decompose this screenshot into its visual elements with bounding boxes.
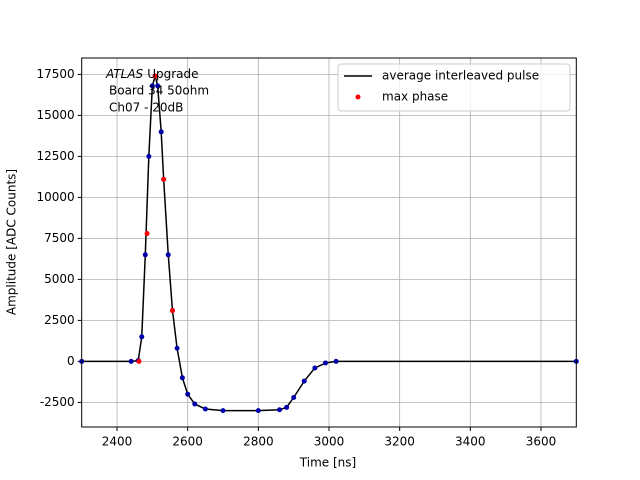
pulse-sample (146, 153, 152, 159)
pulse-sample (220, 408, 226, 414)
pulse-sample (158, 129, 164, 135)
y-axis-label: Amplitude [ADC Counts] (5, 169, 19, 315)
x-tick-label: 3000 (314, 435, 345, 449)
max-phase-point (152, 73, 158, 79)
y-tick-label: 10000 (37, 190, 75, 204)
legend-label: max phase (382, 90, 448, 104)
legend-box (337, 63, 571, 112)
annotation-italic: ATLAS (105, 67, 144, 81)
pulse-sample (165, 252, 171, 258)
y-tick-label: 5000 (44, 272, 75, 286)
max-phase-point (136, 358, 142, 364)
y-tick-label: 2500 (44, 313, 75, 327)
x-tick-label: 2400 (102, 435, 133, 449)
y-tick-label: -2500 (40, 395, 75, 409)
pulse-sample (291, 394, 297, 400)
x-tick-label: 2600 (172, 435, 203, 449)
legend-marker (355, 94, 361, 100)
max-phase-point (161, 176, 167, 182)
pulse-sample (185, 391, 191, 397)
x-tick-label: 2800 (243, 435, 274, 449)
pulse-sample (128, 358, 134, 364)
annotation: ATLAS Upgrade (105, 67, 199, 81)
y-tick-label: 15000 (37, 108, 75, 122)
pulse-line (81, 73, 577, 412)
y-tick-label: 7500 (44, 231, 75, 245)
pulse-sample (333, 358, 339, 364)
pulse-sample (322, 360, 328, 366)
pulse-sample (155, 83, 161, 89)
y-tick-label: 12500 (37, 149, 75, 163)
pulse-sample (301, 378, 307, 384)
pulse-sample (142, 252, 148, 258)
annotation-line: Board 34 50ohm (109, 84, 209, 98)
max-phase-point (144, 230, 150, 236)
max-phase-point (169, 308, 175, 314)
legend-label: average interleaved pulse (382, 69, 539, 83)
pulse-sample (174, 345, 180, 351)
y-tick-label: 17500 (37, 67, 75, 81)
x-axis-label: Time [ns] (299, 456, 356, 470)
pulse-sample (277, 407, 283, 413)
pulse-sample (312, 365, 318, 371)
plot-frame (81, 57, 577, 428)
annotation-line: Ch07 - 20dB (109, 101, 183, 115)
pulse-sample (179, 375, 185, 381)
pulse-sample (202, 406, 208, 412)
pulse-sample (284, 404, 290, 410)
pulse-sample (255, 408, 261, 414)
pulse-sample (149, 83, 155, 89)
x-tick-label: 3200 (384, 435, 415, 449)
y-tick-label: 0 (67, 354, 75, 368)
annotation-line: Upgrade (147, 67, 198, 81)
x-tick-label: 3400 (455, 435, 486, 449)
pulse-sample (139, 334, 145, 340)
pulse-sample (192, 401, 198, 407)
x-tick-label: 3600 (526, 435, 557, 449)
